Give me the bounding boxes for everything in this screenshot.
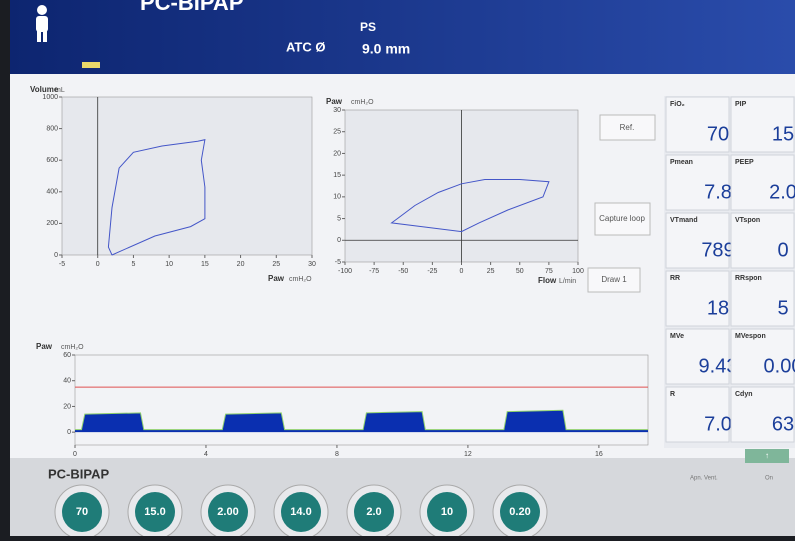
x-tick-label: 10 (165, 261, 173, 268)
y-title: Paw (36, 342, 53, 351)
y-tick-label: 600 (46, 157, 58, 164)
param-label: MVespon (735, 333, 766, 340)
param-label: Cdyn (735, 391, 753, 398)
x-unit: cmH₂O (289, 276, 312, 283)
y-tick-label: 40 (63, 378, 71, 385)
plot-area (62, 97, 312, 255)
knob-value: 0.20 (509, 506, 530, 518)
param-value: 0.00 (764, 355, 795, 377)
atc-label: ATC Ø (286, 39, 325, 54)
mode-title: PC-BIPAP (140, 0, 244, 15)
y-tick-label: 0 (54, 252, 58, 259)
y-tick-label: 20 (63, 403, 71, 410)
param-value: 2.0 (769, 181, 795, 203)
x-tick-label: 25 (487, 268, 495, 275)
param-label: MVe (670, 333, 684, 340)
y-tick-label: 200 (46, 220, 58, 227)
y-unit: cmH₂O (351, 99, 374, 106)
footer-panel (10, 458, 795, 536)
draw-label[interactable]: Draw 1 (601, 275, 627, 284)
x-title: Flow (538, 276, 557, 285)
x-tick-label: 75 (545, 268, 553, 275)
y-tick-label: 800 (46, 125, 58, 132)
x-tick-label: 12 (464, 451, 472, 458)
param-label: RRspon (735, 275, 762, 282)
x-tick-label: 0 (460, 268, 464, 275)
y-tick-label: 0 (337, 237, 341, 244)
param-label: PIP (735, 101, 747, 108)
knob-value: 70 (76, 506, 88, 518)
x-tick-label: -75 (369, 268, 379, 275)
knob-value: 2.0 (366, 506, 381, 518)
param-value: 18 (707, 297, 729, 319)
y-title: Paw (326, 97, 343, 106)
x-tick-label: 16 (595, 451, 603, 458)
x-tick-label: 50 (516, 268, 524, 275)
x-tick-label: -5 (59, 261, 65, 268)
tube-size: 9.0 mm (362, 41, 410, 57)
footer-mode: PC-BIPAP (48, 466, 109, 481)
knob-value: 15.0 (144, 506, 165, 518)
knob-value: 10 (441, 506, 453, 518)
up-label[interactable]: ↑ (765, 451, 769, 460)
y-tick-label: 20 (333, 150, 341, 157)
x-tick-label: 15 (201, 261, 209, 268)
param-label: PEEP (735, 159, 754, 166)
x-tick-label: -25 (427, 268, 437, 275)
y-tick-label: 5 (337, 215, 341, 222)
apnea-state: On (765, 476, 773, 482)
x-unit: L/min (559, 278, 576, 285)
param-label: Pmean (670, 159, 693, 166)
up-button[interactable]: ↑ (745, 449, 789, 463)
header-bar (10, 0, 795, 74)
x-tick-label: 30 (308, 261, 316, 268)
y-tick-label: 10 (333, 194, 341, 201)
y-tick-label: -5 (335, 259, 341, 266)
param-label: VTspon (735, 217, 760, 224)
x-tick-label: 100 (572, 268, 584, 275)
capture-button[interactable]: Capture loop (595, 203, 650, 235)
param-value: 63 (772, 413, 794, 435)
capture-label[interactable]: Capture loop (599, 214, 645, 223)
x-tick-label: 5 (131, 261, 135, 268)
ref-button[interactable]: Ref. (600, 115, 655, 140)
y-tick-label: 30 (333, 107, 341, 114)
param-value: 15 (772, 123, 794, 145)
x-tick-label: 0 (96, 261, 100, 268)
ref-label[interactable]: Ref. (620, 123, 635, 132)
y-tick-label: 25 (333, 129, 341, 136)
x-tick-label: 4 (204, 451, 208, 458)
param-label: RR (670, 275, 680, 282)
x-tick-label: -100 (338, 268, 352, 275)
y-tick-label: 0 (67, 429, 71, 436)
x-tick-label: 0 (73, 451, 77, 458)
ps-label: PS (360, 20, 376, 34)
param-value: 7.0 (704, 413, 732, 435)
apnea-label: Apn. Vent. (690, 476, 718, 482)
x-title: Paw (268, 274, 285, 283)
y-tick-label: 400 (46, 189, 58, 196)
y-unit: mL (55, 87, 65, 94)
x-tick-label: -50 (398, 268, 408, 275)
param-label: FiO₂ (670, 101, 685, 108)
draw-button[interactable]: Draw 1 (588, 268, 640, 292)
x-tick-label: 25 (272, 261, 280, 268)
param-value: 789 (701, 239, 734, 261)
ventilator-screen: PC-BIPAP ATC Ø PS 9.0 mm PC-BIPAP Apn. V… (0, 0, 795, 536)
knob-value: 2.00 (217, 506, 238, 518)
param-value: 70 (707, 123, 729, 145)
param-label: VTmand (670, 217, 698, 224)
y-tick-label: 1000 (42, 94, 58, 101)
param-value: 5 (777, 297, 788, 319)
y-unit: cmH₂O (61, 344, 84, 351)
x-tick-label: 20 (237, 261, 245, 268)
param-value: 0 (777, 239, 788, 261)
battery-icon (82, 62, 100, 68)
param-value: 7.8 (704, 181, 732, 203)
x-tick-label: 8 (335, 451, 339, 458)
y-tick-label: 15 (333, 172, 341, 179)
param-label: R (670, 391, 675, 398)
y-tick-label: 60 (63, 352, 71, 359)
knob-value: 14.0 (290, 506, 311, 518)
